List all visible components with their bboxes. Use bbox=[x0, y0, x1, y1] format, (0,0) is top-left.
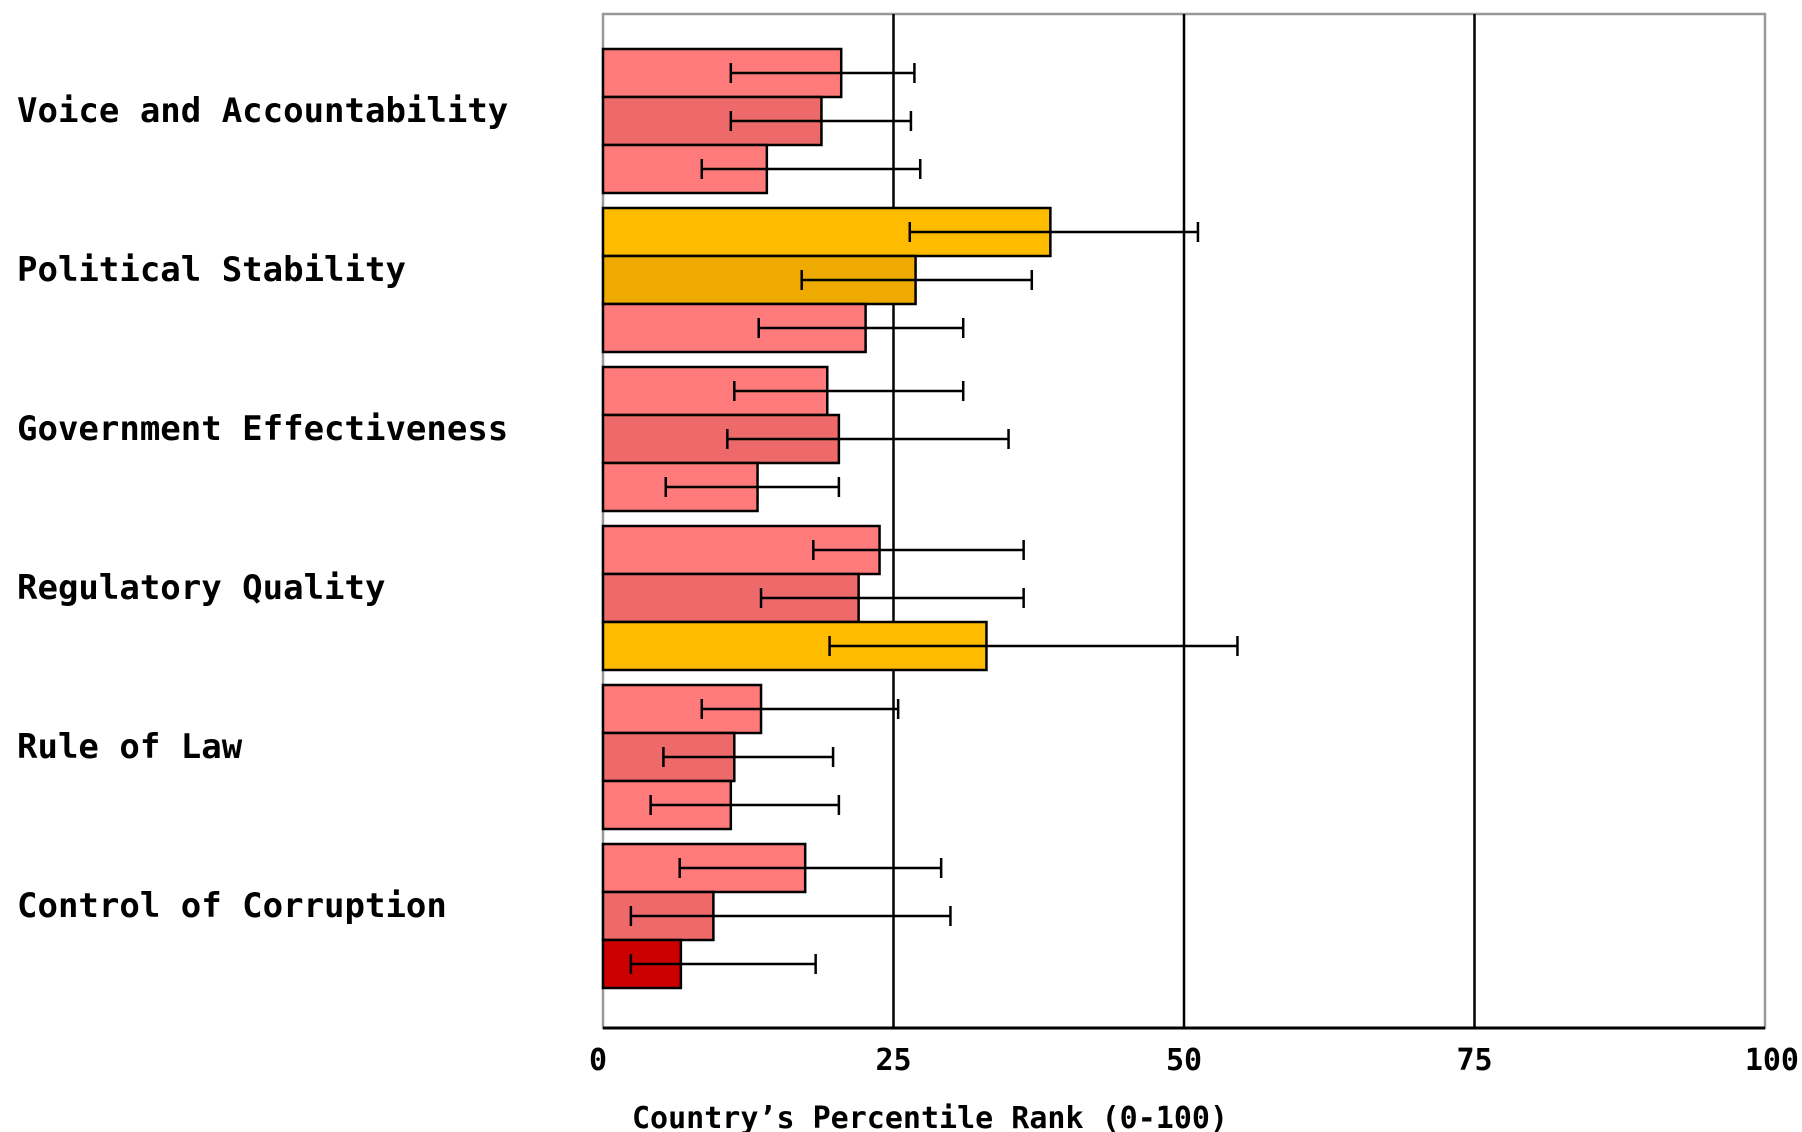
category-label: Control of Corruption bbox=[17, 886, 447, 926]
error-bars bbox=[629, 63, 1239, 974]
category-label: Voice and Accountability bbox=[17, 91, 508, 131]
x-tick-label: 100 bbox=[1745, 1043, 1799, 1078]
gridlines bbox=[892, 14, 1476, 1028]
x-tick-label: 25 bbox=[875, 1043, 911, 1078]
x-tick-label: 75 bbox=[1456, 1043, 1492, 1078]
x-tick-label: 50 bbox=[1166, 1043, 1202, 1078]
category-label: Rule of Law bbox=[17, 727, 243, 767]
x-tick-label: 0 bbox=[589, 1043, 607, 1078]
category-label: Political Stability bbox=[17, 250, 406, 290]
tick-labels: 0 25 50 75 100 bbox=[589, 1043, 1799, 1078]
category-labels: Voice and Accountability Political Stabil… bbox=[17, 91, 508, 926]
category-label: Government Effectiveness bbox=[17, 409, 508, 449]
x-axis-title: Country’s Percentile Rank (0-100) bbox=[632, 1101, 1228, 1132]
category-label: Regulatory Quality bbox=[17, 568, 385, 608]
